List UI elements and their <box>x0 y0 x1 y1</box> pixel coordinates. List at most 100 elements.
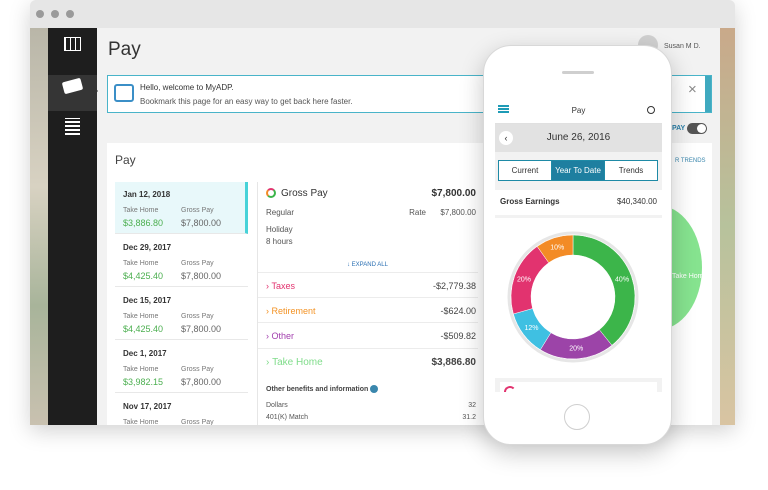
pay-item[interactable]: › Taxes -$2,779.38 <box>258 272 478 297</box>
expand-all-text[interactable]: EXPAND ALL <box>351 262 388 268</box>
thumbs-up-icon <box>114 84 134 102</box>
trends-link[interactable]: R TRENDS <box>675 158 706 164</box>
pay-date: Dec 29, 2017 <box>123 243 172 252</box>
banner-title: Hello, welcome to MyADP. <box>140 83 234 92</box>
gross: $7,800.00 <box>181 377 222 387</box>
expand-all[interactable]: ↓ EXPAND ALL <box>347 262 388 268</box>
date-bar: ‹ June 26, 2016 <box>495 124 662 152</box>
pay-item-amount: -$509.82 <box>440 331 476 341</box>
pay-entry[interactable]: Dec 29, 2017 Take Home Gross Pay $4,425.40 $… <box>115 235 248 287</box>
earnings-card: Gross Earnings $40,340.00 <box>495 190 662 215</box>
pay-item-amount: -$624.00 <box>440 306 476 316</box>
gross-label: Gross Pay <box>181 260 214 267</box>
chevron: › <box>266 281 272 291</box>
pay-item[interactable]: › Other -$509.82 <box>258 322 478 347</box>
close-button[interactable]: × <box>688 81 697 98</box>
menu-icon[interactable] <box>498 105 509 113</box>
pay-item[interactable]: › Take Home $3,886.80 <box>258 348 478 373</box>
gross: $7,800.00 <box>181 324 222 334</box>
tab[interactable]: Trends <box>604 161 657 180</box>
pay-date: Dec 15, 2017 <box>123 296 172 305</box>
pay-entry[interactable]: Nov 17, 2017 Take Home Gross Pay <box>115 394 248 425</box>
speaker <box>562 71 594 74</box>
tabs: Current Year To Date Trends <box>498 160 658 181</box>
gross-label: Gross Pay <box>181 313 214 320</box>
nav-pointer <box>92 85 98 97</box>
pay-item-amount: $3,886.80 <box>431 357 477 368</box>
chevron: › <box>266 331 272 341</box>
holiday-label: Holiday <box>266 225 293 234</box>
rate-amount: $7,800.00 <box>440 208 476 217</box>
pay-items: › Taxes -$2,779.38 › Retirement -$624.00 › O… <box>258 272 478 382</box>
search-icon[interactable] <box>647 106 655 114</box>
take-home: $3,886.80 <box>123 218 164 228</box>
toggle[interactable] <box>687 123 707 134</box>
pay-item-amount: -$2,779.38 <box>432 281 476 291</box>
tab[interactable]: Current <box>511 166 539 175</box>
gross-label: Gross Pay <box>181 207 214 214</box>
divider <box>257 182 258 425</box>
gross-label: Gross Pay <box>181 419 214 425</box>
chevron: › <box>266 306 272 316</box>
chevron: › <box>266 357 273 368</box>
page-title: Pay <box>108 39 141 60</box>
benefits-title-text: Other benefits and information <box>266 385 369 393</box>
back-button[interactable]: ‹ <box>499 131 513 145</box>
home-button[interactable] <box>564 404 590 430</box>
gross: $7,800.00 <box>181 271 222 281</box>
pay-date: Nov 17, 2017 <box>123 402 172 411</box>
pay-item-label: › Taxes <box>266 281 295 291</box>
pay-entry[interactable]: Dec 15, 2017 Take Home Gross Pay $4,425.40 $… <box>115 288 248 340</box>
app-header: Pay <box>495 95 662 124</box>
pay-item-text: Taxes <box>271 281 296 291</box>
window-dot[interactable] <box>66 10 74 18</box>
pay-item-text: Retirement <box>271 306 316 316</box>
pay-item-label: › Other <box>266 331 294 341</box>
banner-accent <box>705 76 711 112</box>
window-dot[interactable] <box>51 10 59 18</box>
benefits-title: Other benefits and information <box>266 385 379 393</box>
earnings-amount: $40,340.00 <box>616 197 657 206</box>
benefit-value: 32 <box>468 402 476 409</box>
trend-bubble-label: Take Home <box>672 273 708 280</box>
gross: $7,800.00 <box>181 218 222 228</box>
pay-date: Jan 12, 2018 <box>123 190 171 199</box>
user-name[interactable]: Susan M D. <box>664 43 701 50</box>
benefit-value: 31.2 <box>462 414 476 421</box>
take-home-label: Take Home <box>123 419 159 425</box>
info-icon[interactable] <box>370 385 379 393</box>
background-photo <box>720 28 735 425</box>
app-date: June 26, 2016 <box>546 132 611 143</box>
pay-item-text: Take Home <box>272 357 323 368</box>
take-home-label: Take Home <box>123 260 159 267</box>
pay-item-label: › Retirement <box>266 306 316 316</box>
take-home: $4,425.40 <box>123 324 164 334</box>
pay-item-text: Other <box>271 331 295 341</box>
toggle-knob <box>697 124 706 133</box>
rate-label: Rate <box>409 208 426 217</box>
take-home: $4,425.40 <box>123 271 164 281</box>
pay-item-label: › Take Home <box>266 357 323 368</box>
window-dot[interactable] <box>36 10 44 18</box>
mini-donut <box>504 386 516 392</box>
regular-label: Regular <box>266 208 295 217</box>
gross-label: Gross Pay <box>181 366 214 373</box>
take-home: $3,982.15 <box>123 377 164 387</box>
phone-screen: Pay ‹ June 26, 2016 Current Year To Date T… <box>495 95 662 392</box>
pay-item[interactable]: › Retirement -$624.00 <box>258 297 478 322</box>
tab[interactable]: Year To Date <box>551 161 604 180</box>
banner-text: Bookmark this page for an easy way to ge… <box>140 97 353 106</box>
pay-entry[interactable]: Jan 12, 2018 Take Home Gross Pay $3,886.80 $… <box>115 182 248 234</box>
benefit-label: 401(K) Match <box>266 414 309 421</box>
pay-date: Dec 1, 2017 <box>123 349 167 358</box>
pay-entry[interactable]: Dec 1, 2017 Take Home Gross Pay $3,982.15 $7… <box>115 341 248 393</box>
gross-label: Gross Pay <box>281 188 328 199</box>
gross-icon <box>266 188 276 198</box>
next-card <box>500 382 657 392</box>
gross-amount: $7,800.00 <box>431 188 477 199</box>
benefits: Dollars 32 401(K) Match 31.2 <box>266 400 478 425</box>
dashboard-icon <box>64 37 81 51</box>
background-photo <box>30 28 48 425</box>
take-home-label: Take Home <box>123 366 159 373</box>
